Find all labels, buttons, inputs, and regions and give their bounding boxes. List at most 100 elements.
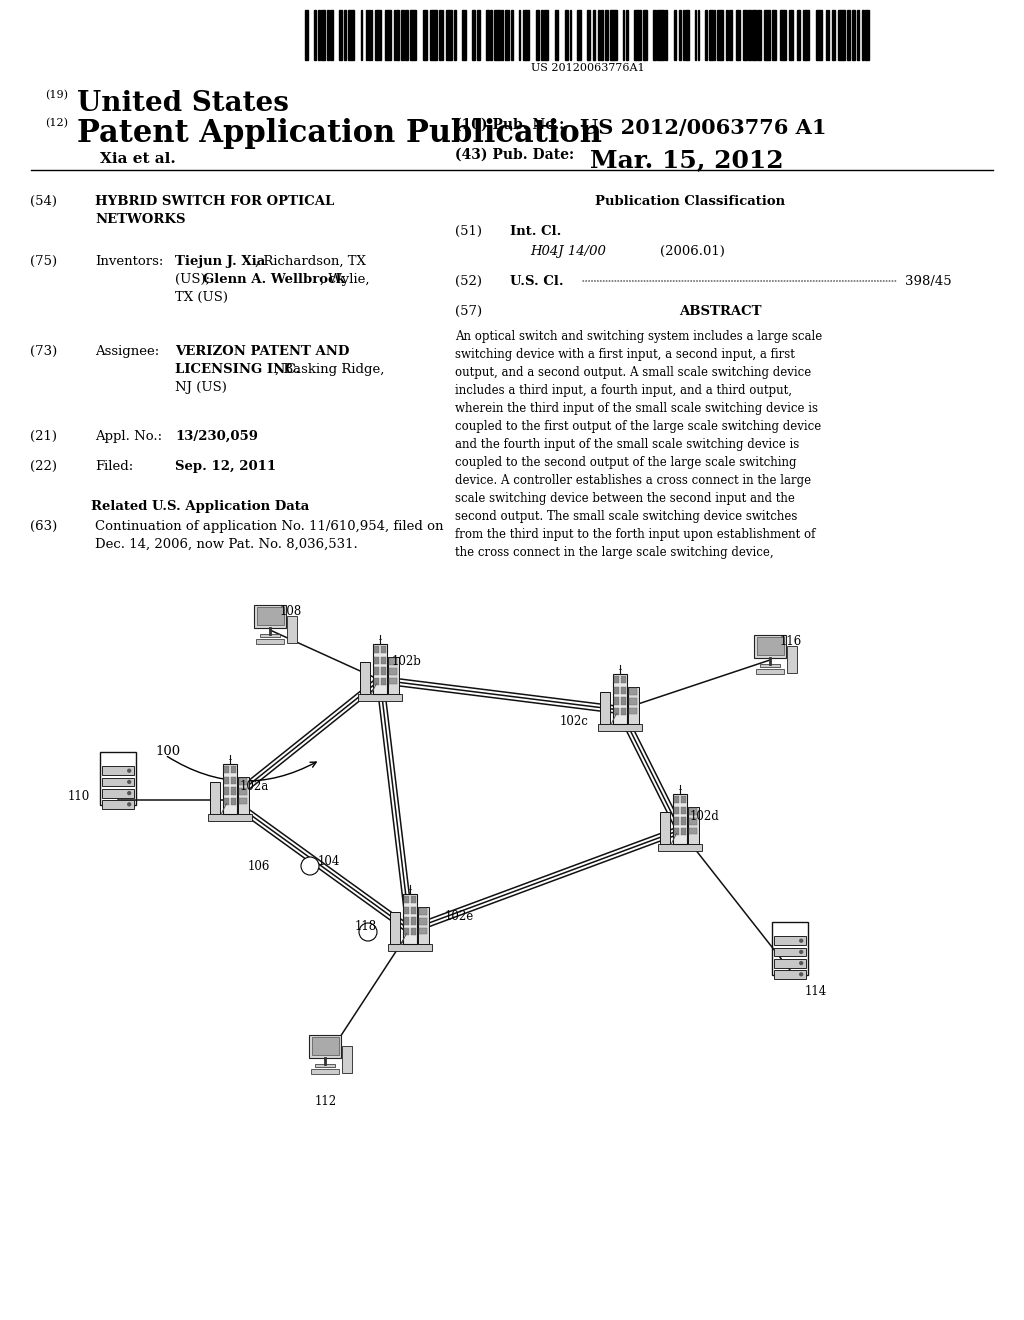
- Text: Continuation of application No. 11/610,954, filed on: Continuation of application No. 11/610,9…: [95, 520, 443, 533]
- Bar: [239, 776, 249, 814]
- Bar: [403, 917, 409, 924]
- Circle shape: [128, 770, 131, 772]
- Bar: [230, 788, 236, 795]
- Bar: [423, 11, 427, 59]
- Bar: [788, 11, 793, 59]
- Bar: [828, 11, 829, 59]
- Bar: [679, 11, 681, 59]
- Text: An optical switch and switching system includes a large scale: An optical switch and switching system i…: [455, 330, 822, 343]
- Bar: [223, 764, 238, 814]
- Bar: [797, 11, 801, 59]
- Bar: [223, 799, 228, 805]
- Bar: [230, 766, 236, 774]
- Bar: [381, 678, 386, 685]
- Bar: [390, 912, 400, 944]
- Bar: [756, 669, 784, 675]
- Bar: [240, 799, 248, 804]
- Bar: [254, 605, 286, 628]
- Bar: [658, 845, 701, 850]
- Text: (51): (51): [455, 224, 482, 238]
- Circle shape: [800, 962, 803, 965]
- Bar: [545, 11, 548, 59]
- Bar: [681, 796, 686, 803]
- Bar: [847, 11, 850, 59]
- Bar: [674, 817, 679, 825]
- Text: 108: 108: [280, 605, 302, 618]
- Text: Patent Application Publication: Patent Application Publication: [77, 117, 602, 149]
- Text: and the fourth input of the small scale switching device is: and the fourth input of the small scale …: [455, 438, 800, 451]
- Bar: [635, 11, 641, 59]
- Bar: [489, 11, 493, 59]
- Bar: [613, 676, 618, 682]
- Text: second output. The small scale switching device switches: second output. The small scale switching…: [455, 510, 798, 523]
- Bar: [697, 11, 699, 59]
- Text: ABSTRACT: ABSTRACT: [679, 305, 761, 318]
- Bar: [706, 11, 707, 59]
- Bar: [630, 689, 638, 694]
- Circle shape: [128, 780, 131, 783]
- Text: (73): (73): [30, 345, 57, 358]
- Bar: [430, 11, 437, 59]
- Text: Tiejun J. Xia: Tiejun J. Xia: [175, 255, 265, 268]
- Bar: [674, 796, 679, 803]
- Circle shape: [800, 973, 803, 975]
- Text: 116: 116: [780, 635, 802, 648]
- Bar: [729, 11, 732, 59]
- Bar: [256, 639, 285, 644]
- Circle shape: [800, 950, 803, 953]
- Bar: [311, 1036, 339, 1055]
- Bar: [772, 11, 776, 59]
- Text: H04J 14/00: H04J 14/00: [530, 246, 606, 257]
- Bar: [310, 1069, 339, 1074]
- Bar: [411, 907, 416, 913]
- Text: Inventors:: Inventors:: [95, 255, 164, 268]
- Bar: [420, 928, 427, 935]
- Bar: [760, 664, 780, 667]
- Bar: [373, 644, 387, 694]
- Text: 102c: 102c: [560, 715, 589, 729]
- Bar: [601, 11, 603, 59]
- Text: NETWORKS: NETWORKS: [95, 213, 185, 226]
- Text: (75): (75): [30, 255, 57, 268]
- Bar: [100, 752, 135, 805]
- Bar: [673, 795, 687, 845]
- Text: LICENSING INC.: LICENSING INC.: [175, 363, 300, 376]
- Text: (63): (63): [30, 520, 57, 533]
- Text: (US);: (US);: [175, 273, 214, 286]
- Text: coupled to the first output of the large scale switching device: coupled to the first output of the large…: [455, 420, 821, 433]
- Bar: [223, 766, 228, 774]
- Bar: [210, 781, 220, 814]
- Text: (10) Pub. No.:: (10) Pub. No.:: [455, 117, 564, 132]
- Text: U.S. Cl.: U.S. Cl.: [510, 275, 563, 288]
- Text: Publication Classification: Publication Classification: [595, 195, 785, 209]
- Bar: [588, 11, 590, 59]
- Text: , Richardson, TX: , Richardson, TX: [255, 255, 366, 268]
- Bar: [287, 615, 297, 643]
- Bar: [600, 692, 610, 725]
- Bar: [512, 11, 513, 59]
- Text: (43) Pub. Date:: (43) Pub. Date:: [455, 148, 574, 162]
- Bar: [621, 686, 626, 694]
- Text: Sep. 12, 2011: Sep. 12, 2011: [175, 459, 276, 473]
- Bar: [621, 709, 626, 715]
- Bar: [389, 659, 397, 665]
- Bar: [462, 11, 466, 59]
- Bar: [541, 11, 543, 59]
- Bar: [420, 908, 427, 915]
- Bar: [477, 11, 480, 59]
- Bar: [772, 921, 808, 974]
- Bar: [455, 11, 456, 59]
- Bar: [681, 807, 686, 814]
- Bar: [402, 894, 417, 944]
- Text: 398/45: 398/45: [905, 275, 951, 288]
- Bar: [653, 11, 656, 59]
- Bar: [774, 958, 806, 968]
- Bar: [102, 789, 134, 797]
- Bar: [472, 11, 475, 59]
- Text: the cross connect in the large scale switching device,: the cross connect in the large scale swi…: [455, 546, 773, 558]
- Bar: [309, 1035, 341, 1059]
- Text: (54): (54): [30, 195, 57, 209]
- Bar: [564, 11, 568, 59]
- Bar: [396, 11, 398, 59]
- Bar: [831, 11, 835, 59]
